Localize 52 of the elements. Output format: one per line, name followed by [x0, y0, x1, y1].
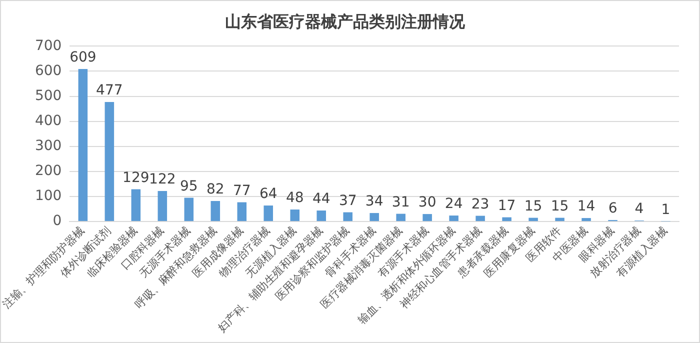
bar — [316, 210, 326, 222]
data-label: 23 — [471, 196, 490, 212]
data-label: 95 — [180, 178, 198, 194]
y-tick-label: 300 — [34, 138, 62, 154]
bar — [184, 198, 194, 222]
bar — [476, 216, 485, 222]
bar — [158, 190, 168, 222]
data-label: 15 — [550, 198, 569, 214]
bar — [264, 206, 274, 222]
bar — [449, 216, 458, 222]
data-label: 129 — [122, 170, 150, 186]
data-label: 82 — [206, 182, 224, 198]
bar — [370, 213, 379, 222]
bar — [104, 102, 114, 222]
data-label: 477 — [96, 82, 123, 99]
data-label: 48 — [286, 190, 304, 206]
bar — [528, 218, 538, 222]
bar — [131, 189, 141, 222]
bar — [396, 214, 406, 222]
data-label: 14 — [577, 198, 596, 215]
bar — [78, 68, 88, 222]
y-tick-label: 400 — [34, 112, 62, 129]
data-label: 37 — [338, 192, 357, 209]
y-tick-label: 0 — [52, 213, 62, 230]
y-tick-label: 600 — [34, 62, 62, 79]
y-tick-label: 500 — [34, 88, 62, 104]
data-label: 122 — [149, 172, 176, 188]
data-label: 17 — [498, 198, 516, 214]
bar — [237, 202, 247, 222]
bar — [502, 217, 512, 222]
data-label: 609 — [70, 50, 96, 66]
data-label: 31 — [392, 194, 410, 210]
bar — [343, 212, 352, 222]
y-tick-label: 200 — [34, 163, 62, 180]
bar — [555, 218, 564, 222]
bar — [210, 201, 220, 222]
data-label: 44 — [312, 191, 330, 208]
data-label: 24 — [444, 196, 463, 212]
chart-title: 山东省医疗器械产品类别注册情况 — [225, 12, 466, 31]
data-label: 6 — [608, 200, 618, 217]
data-label: 30 — [418, 194, 436, 211]
data-label: 34 — [365, 194, 384, 210]
y-tick-label: 700 — [34, 38, 62, 54]
bar — [422, 214, 432, 222]
data-label: 77 — [232, 182, 251, 199]
data-label: 15 — [524, 198, 542, 214]
data-label: 4 — [634, 201, 644, 218]
y-tick-label: 100 — [34, 188, 62, 204]
data-label: 1 — [661, 202, 670, 218]
bar — [582, 218, 591, 222]
bar — [290, 210, 300, 222]
data-label: 64 — [259, 186, 278, 202]
